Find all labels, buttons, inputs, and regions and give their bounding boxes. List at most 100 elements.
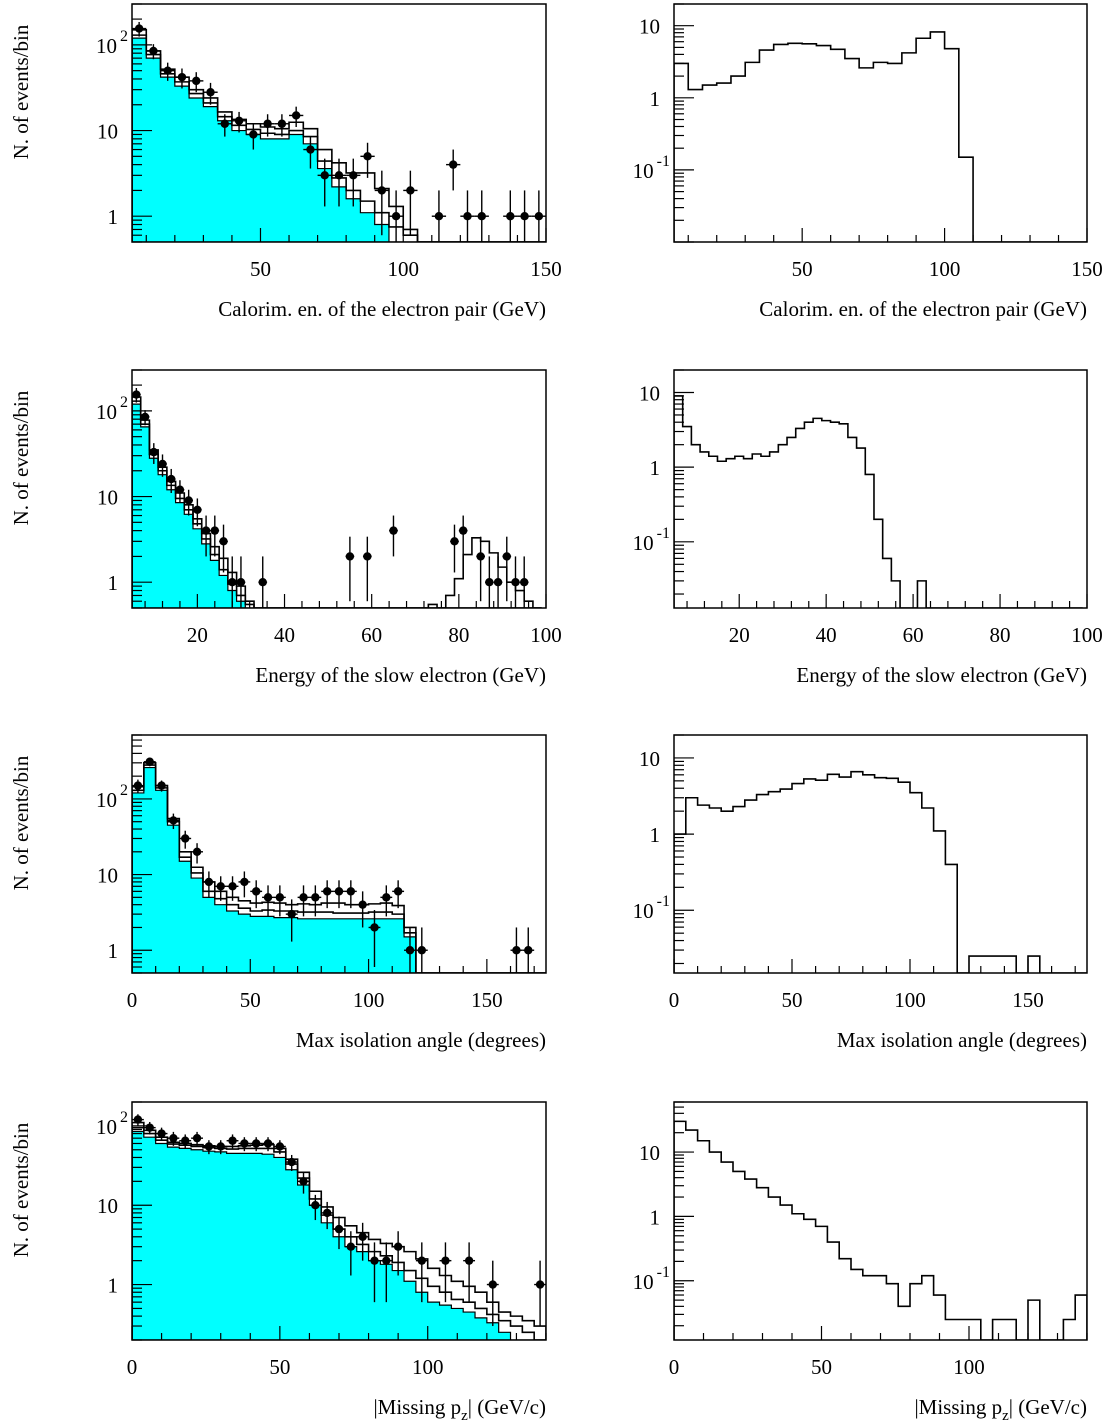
- data-point: [157, 781, 166, 790]
- plot-area: [674, 1120, 1087, 1340]
- data-point: [258, 578, 267, 587]
- x-tick-label: 80: [990, 623, 1011, 647]
- data-point: [167, 474, 176, 484]
- data-point: [417, 1256, 426, 1265]
- data-point: [358, 900, 367, 909]
- data-point: [263, 1139, 273, 1148]
- data-point: [240, 877, 249, 887]
- x-tick-label: 50: [269, 1355, 290, 1379]
- data-point: [358, 1232, 367, 1241]
- data-point: [263, 893, 273, 902]
- x-tick-label: 50: [811, 1355, 832, 1379]
- data-point: [349, 171, 358, 180]
- x-tick-label: 100: [353, 988, 385, 1012]
- data-point: [192, 847, 202, 857]
- plot-frame: [131, 3, 547, 243]
- y-tick-label: 1: [108, 1274, 119, 1298]
- x-axis-label: Energy of the slow electron (GeV): [255, 663, 546, 687]
- data-point: [204, 877, 214, 887]
- x-tick-label: 50: [250, 257, 271, 281]
- data-point: [417, 946, 426, 955]
- plot-frame: [673, 1101, 1088, 1341]
- y-tick-label: 10: [639, 747, 660, 771]
- x-tick-label: 150: [1012, 988, 1044, 1012]
- data-point: [306, 145, 315, 154]
- data-point: [334, 1224, 344, 1234]
- x-tick-label: 100: [953, 1355, 985, 1379]
- data-point: [334, 887, 344, 896]
- data-point: [204, 1142, 214, 1151]
- histogram-mc_signal_filled: [132, 766, 546, 973]
- histogram-mc_total_2: [132, 762, 546, 973]
- data-point: [477, 212, 486, 221]
- data-point: [157, 1129, 166, 1138]
- data-point: [252, 1139, 261, 1148]
- data-point: [149, 447, 158, 457]
- plot-frame: [673, 369, 1088, 609]
- y-tick-label: 10: [639, 15, 660, 39]
- data-point: [175, 485, 185, 494]
- x-tick-label: 150: [1071, 257, 1103, 281]
- data-point: [228, 882, 237, 891]
- histogram-signal_line: [674, 1120, 1087, 1340]
- data-point: [464, 1256, 474, 1265]
- histogram-signal_line: [674, 770, 1087, 973]
- y-tick-label: 1: [108, 205, 119, 229]
- data-point: [145, 1123, 154, 1132]
- data-point: [287, 909, 296, 919]
- plot-frame: [131, 734, 547, 974]
- y-tick-label: 10 2: [96, 394, 128, 424]
- y-tick-label: 10 -1: [633, 893, 670, 923]
- plot-area: [132, 1114, 546, 1340]
- data-point: [192, 76, 201, 86]
- x-axis-label: |Missing pz| (GeV/c): [914, 1395, 1087, 1420]
- y-tick-label: 10 2: [96, 1109, 128, 1139]
- data-point: [134, 24, 144, 33]
- data-point: [391, 212, 401, 221]
- plot-frame: [131, 369, 547, 609]
- data-point: [502, 552, 511, 561]
- x-tick-label: 0: [669, 1355, 680, 1379]
- data-point: [311, 893, 320, 902]
- data-point: [140, 412, 150, 422]
- data-point: [459, 526, 468, 535]
- plot-frame: [673, 3, 1088, 243]
- x-axis-label: Calorim. en. of the electron pair (GeV): [759, 297, 1087, 321]
- histogram-signal_line: [674, 395, 1083, 608]
- data-point: [192, 1133, 202, 1143]
- data-point: [377, 186, 387, 195]
- x-tick-label: 100: [387, 257, 419, 281]
- data-point: [206, 88, 215, 97]
- data-point: [485, 578, 494, 587]
- y-tick-label: 10: [97, 1194, 118, 1218]
- data-point: [534, 212, 544, 221]
- y-tick-label: 1: [650, 823, 661, 847]
- y-axis-label: N. of events/bin: [9, 24, 33, 159]
- data-point: [393, 1242, 403, 1251]
- x-tick-label: 150: [530, 257, 562, 281]
- data-point: [277, 119, 287, 128]
- x-tick-label: 100: [412, 1355, 444, 1379]
- data-point: [406, 186, 415, 195]
- y-tick-label: 1: [650, 87, 661, 111]
- x-tick-label: 100: [1071, 623, 1103, 647]
- panel-3: 20 40 60 80 100 1 10 10 2 Energy of the slow elec…: [9, 369, 562, 687]
- x-tick-label: 0: [127, 988, 138, 1012]
- data-point: [291, 111, 301, 120]
- data-point: [219, 537, 228, 546]
- panel-6: 0 50 100 150 10 -1 1 10 Max isolation angle (deg…: [633, 734, 1088, 1052]
- data-point: [299, 893, 308, 902]
- data-point: [169, 1133, 178, 1143]
- x-tick-label: 80: [448, 623, 469, 647]
- data-point: [149, 46, 158, 56]
- data-point: [389, 526, 398, 535]
- data-point: [476, 552, 485, 561]
- x-tick-label: 50: [792, 257, 813, 281]
- data-point: [220, 119, 229, 128]
- y-tick-label: 10: [97, 486, 118, 510]
- y-tick-label: 1: [108, 939, 119, 963]
- x-tick-label: 60: [903, 623, 924, 647]
- x-tick-label: 150: [471, 988, 503, 1012]
- data-point: [449, 160, 458, 169]
